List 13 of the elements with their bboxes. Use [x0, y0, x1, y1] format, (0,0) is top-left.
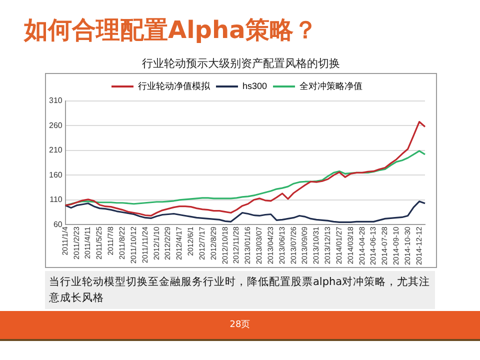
- y-tick-label: 210: [48, 146, 63, 155]
- legend-label: hs300: [242, 80, 268, 91]
- y-tick-label: 160: [48, 170, 63, 180]
- chart-title: 如何合理配置Alpha策略？: [24, 15, 318, 46]
- legend-label: 全对冲策略净值: [300, 80, 363, 91]
- text: 当行业轮动模型切换至金融服务行业时，降低配置股票alpha对冲策略，尤其注意成长风格: [45, 271, 435, 309]
- y-tick-label: 310: [48, 96, 63, 106]
- chart-subtitle: 行业轮动预示大级别资产配置风格的切换: [141, 56, 341, 71]
- y-tick-label: 60: [53, 220, 63, 229]
- legend-label: 行业轮动净值模拟: [138, 80, 211, 91]
- y-tick-label: 260: [48, 120, 63, 130]
- text: 28页: [228, 319, 252, 331]
- y-tick-label: 110: [50, 195, 63, 204]
